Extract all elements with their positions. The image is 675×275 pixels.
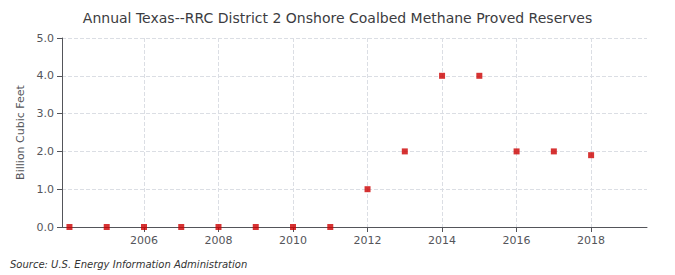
- svg-text:2012: 2012: [354, 234, 382, 247]
- svg-text:1.0: 1.0: [37, 183, 55, 196]
- svg-text:Annual Texas--RRC District 2 O: Annual Texas--RRC District 2 Onshore Coa…: [83, 10, 592, 26]
- svg-text:2006: 2006: [130, 234, 158, 247]
- svg-text:2014: 2014: [428, 234, 456, 247]
- svg-text:3.0: 3.0: [37, 107, 55, 120]
- svg-text:2010: 2010: [279, 234, 307, 247]
- svg-text:5.0: 5.0: [37, 32, 55, 45]
- svg-text:Billion Cubic Feet: Billion Cubic Feet: [14, 84, 27, 179]
- svg-text:2.0: 2.0: [37, 145, 55, 158]
- svg-text:2016: 2016: [503, 234, 531, 247]
- svg-text:2008: 2008: [204, 234, 232, 247]
- svg-text:2018: 2018: [577, 234, 605, 247]
- svg-text:0.0: 0.0: [37, 221, 55, 234]
- svg-text:4.0: 4.0: [37, 69, 55, 82]
- svg-text:Source: U.S. Energy Informatio: Source: U.S. Energy Information Administ…: [10, 259, 247, 270]
